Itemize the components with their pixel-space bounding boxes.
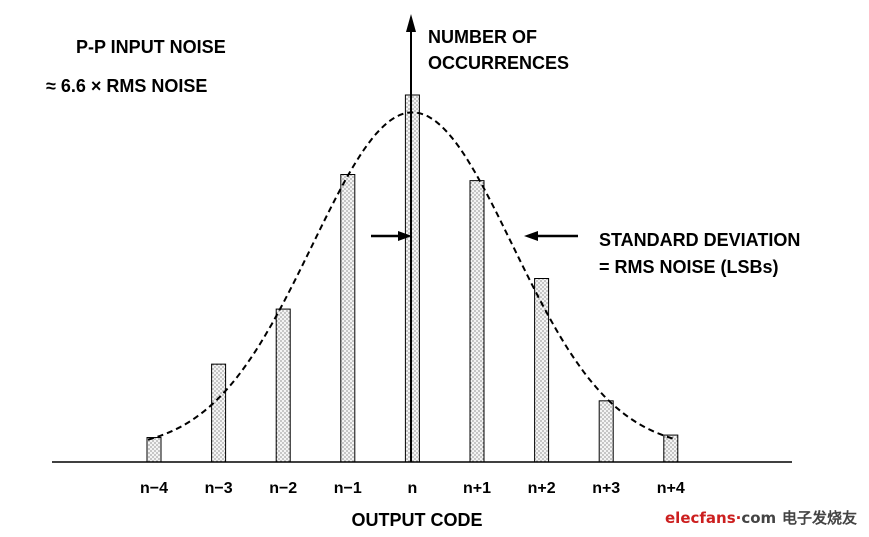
x-tick-label: n−2 <box>269 480 297 497</box>
x-tick-label: n+4 <box>657 480 685 497</box>
x-tick-labels: n−4 n−3 n−2 n−1 n n+1 n+2 n+3 n+4 <box>140 480 685 497</box>
std-dev-arrowhead-right-icon <box>524 231 538 241</box>
bar-9 <box>663 434 679 463</box>
bar-7 <box>534 278 550 463</box>
pp-noise-label-line1: P-P INPUT NOISE <box>76 37 226 57</box>
x-tick-label: n−4 <box>140 480 168 497</box>
bar-2 <box>211 363 227 463</box>
watermark-dot: · <box>736 509 742 527</box>
bar-1 <box>146 437 162 463</box>
x-tick-label: n−3 <box>205 480 233 497</box>
x-tick-label: n+3 <box>592 480 620 497</box>
x-axis-title: OUTPUT CODE <box>351 510 482 530</box>
watermark-suffix: com <box>741 509 776 527</box>
x-tick-label: n+2 <box>528 480 556 497</box>
bar-6 <box>469 180 485 463</box>
std-dev-arrowhead-left-icon <box>398 231 412 241</box>
watermark-brand: elecfans <box>665 509 736 527</box>
std-dev-label-line1: STANDARD DEVIATION <box>599 230 800 250</box>
x-tick-label: n−1 <box>334 480 362 497</box>
y-axis-label-line1: NUMBER OF <box>428 27 537 47</box>
bar-8 <box>598 400 614 463</box>
bar-4 <box>340 174 356 463</box>
x-tick-label: n+1 <box>463 480 491 497</box>
std-dev-label-line2: = RMS NOISE (LSBs) <box>599 257 779 277</box>
bar-3 <box>275 308 291 463</box>
svg-text:elecfans·com: elecfans·com <box>665 509 776 527</box>
pp-noise-label-line2: ≈ 6.6 × RMS NOISE <box>46 76 207 96</box>
x-tick-label: n <box>408 480 418 497</box>
bar-5 <box>404 94 420 463</box>
y-axis-arrow-icon <box>406 14 416 32</box>
watermark: elecfans·com 电子发烧友 <box>665 509 857 527</box>
watermark-cn: 电子发烧友 <box>782 509 857 527</box>
y-axis-label-line2: OCCURRENCES <box>428 53 569 73</box>
histogram-bars <box>146 94 679 463</box>
